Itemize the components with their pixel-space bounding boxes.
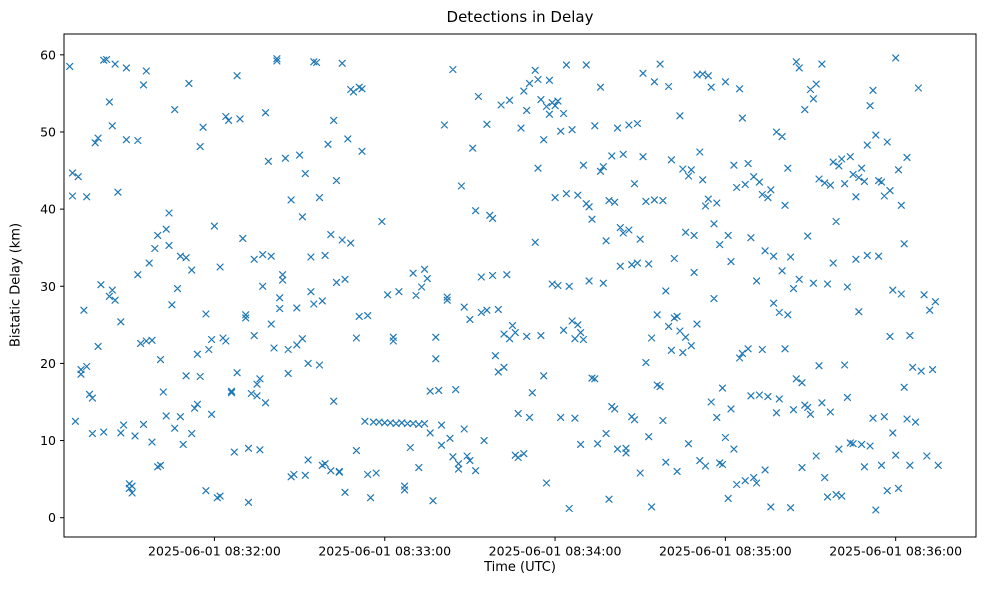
y-tick-label: 20	[40, 356, 56, 371]
x-tick-label: 2025-06-01 08:34:00	[489, 544, 622, 559]
y-tick-label: 50	[40, 124, 56, 139]
x-tick-label: 2025-06-01 08:32:00	[148, 544, 281, 559]
chart-title: Detections in Delay	[446, 8, 594, 26]
x-axis-label: Time (UTC)	[484, 560, 556, 575]
x-tick-label: 2025-06-01 08:33:00	[318, 544, 451, 559]
y-tick-label: 60	[40, 47, 56, 62]
y-tick-label: 10	[40, 433, 56, 448]
x-tick-label: 2025-06-01 08:36:00	[829, 544, 962, 559]
y-tick-label: 0	[48, 510, 56, 525]
scatter-series-points	[66, 54, 942, 514]
y-tick-label: 40	[40, 202, 56, 217]
y-tick-label: 30	[40, 279, 56, 294]
axes-spines	[63, 33, 977, 538]
y-axis-label: Bistatic Delay (km)	[8, 222, 24, 348]
x-tick-label: 2025-06-01 08:35:00	[659, 544, 792, 559]
